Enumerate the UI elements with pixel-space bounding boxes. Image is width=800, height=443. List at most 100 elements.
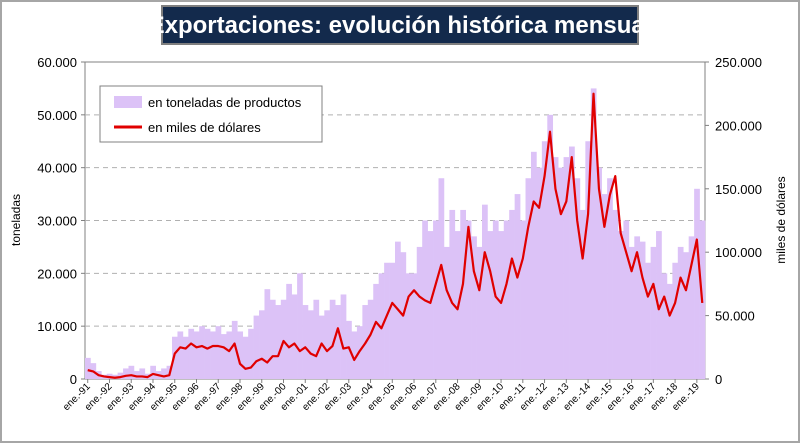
bar (335, 305, 341, 379)
bar (237, 331, 244, 379)
bar (672, 262, 679, 379)
bar (117, 372, 124, 379)
bar (275, 305, 282, 379)
bar (601, 194, 608, 379)
bar (645, 262, 651, 379)
legend-label: en miles de dólares (148, 120, 261, 135)
y2-tick-label: 150.000 (715, 182, 762, 197)
bar (563, 157, 570, 379)
bar (199, 326, 205, 379)
bar (416, 246, 423, 379)
bar (520, 220, 526, 379)
bar (694, 188, 700, 379)
bar (367, 299, 374, 379)
bar (476, 246, 483, 379)
bar (269, 299, 276, 379)
bar (525, 178, 532, 379)
bar (482, 204, 488, 379)
chart-title: Exportaciones: evolución histórica mensu… (149, 12, 652, 39)
bar (264, 289, 271, 379)
y2-tick-label: 250.000 (715, 55, 762, 70)
bar (503, 220, 510, 379)
bar (182, 336, 189, 379)
legend-swatch (114, 96, 142, 108)
bar (405, 273, 412, 379)
bar (248, 328, 254, 379)
bar (389, 262, 396, 379)
bar (541, 141, 548, 379)
y-tick-label: 60.000 (37, 55, 77, 70)
bar (351, 331, 358, 379)
y-tick-label: 50.000 (37, 108, 77, 123)
bar (492, 220, 499, 379)
bar (128, 365, 135, 379)
bar (286, 283, 292, 379)
bar (449, 209, 456, 379)
bar (302, 305, 309, 379)
bar (259, 310, 265, 379)
bar (204, 328, 211, 379)
bar (596, 167, 602, 379)
bar (607, 178, 613, 379)
y-axis-title: toneladas (9, 194, 23, 246)
bar (683, 252, 689, 379)
bar (384, 262, 390, 379)
y-tick-label: 0 (70, 372, 77, 387)
y2-tick-label: 50.000 (715, 309, 755, 324)
bar (340, 294, 347, 379)
bar (623, 220, 630, 379)
bar (552, 157, 559, 379)
y2-tick-label: 100.000 (715, 245, 762, 260)
bar (574, 178, 581, 379)
bar (590, 88, 597, 380)
bar (585, 141, 592, 379)
bar (433, 220, 439, 379)
bar (498, 231, 505, 379)
y2-tick-label: 200.000 (715, 118, 762, 133)
y2-tick-label: 0 (715, 372, 722, 387)
bar (514, 194, 521, 379)
bar (150, 365, 157, 379)
bar (215, 326, 222, 379)
bar (547, 114, 554, 379)
bar (313, 299, 320, 379)
bar (536, 167, 543, 379)
title-box (161, 5, 639, 45)
bar (661, 273, 668, 379)
bar (634, 236, 641, 379)
y-tick-label: 40.000 (37, 161, 77, 176)
bar (443, 246, 450, 379)
bar (509, 209, 515, 379)
bar (688, 236, 695, 379)
bar (193, 331, 200, 379)
legend-box (99, 85, 323, 143)
bar (139, 368, 146, 379)
bar (639, 241, 646, 379)
bar (677, 246, 684, 379)
bar (558, 167, 564, 379)
bar (487, 231, 494, 379)
bar (438, 178, 445, 379)
bar (291, 294, 298, 379)
bar (460, 209, 467, 379)
bar (569, 146, 575, 379)
bar (133, 371, 140, 379)
bar (172, 336, 178, 379)
bar (210, 331, 216, 379)
y-tick-label: 30.000 (37, 214, 77, 229)
bar (177, 331, 184, 379)
bar (324, 310, 331, 379)
bar (530, 151, 537, 379)
y-tick-label: 20.000 (37, 266, 77, 281)
bar (297, 273, 303, 379)
bar (123, 368, 129, 379)
y2-axis-title: miles de dólares (774, 176, 788, 263)
bar (220, 334, 227, 379)
bar (612, 209, 619, 379)
line (87, 92, 704, 379)
bar (161, 368, 167, 379)
bar (666, 283, 673, 379)
bar (307, 310, 314, 379)
bar (579, 209, 586, 379)
